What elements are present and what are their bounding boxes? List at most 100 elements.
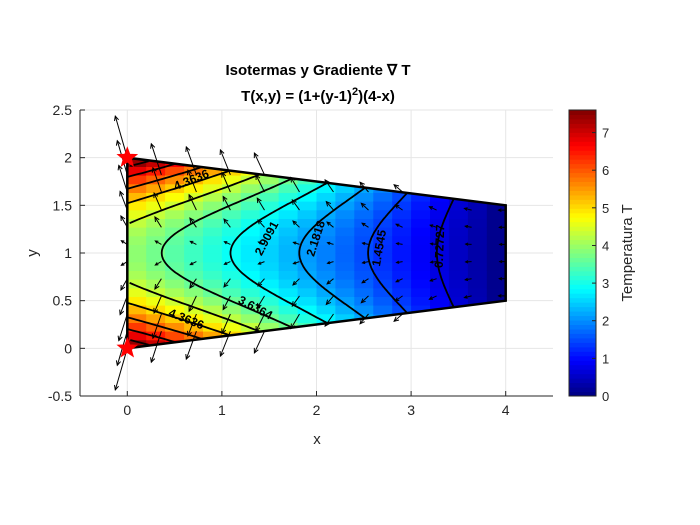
gradient-arrow-shaft [291,199,300,211]
field-cell [297,183,318,193]
gradient-arrow-head [360,202,366,208]
gradient-arrow-shaft [154,278,162,290]
colorbar-tick-label: 6 [602,163,609,178]
field-cell [467,253,488,263]
gradient-arrow-shaft [114,115,128,158]
field-cell [430,287,450,297]
gradient-arrow-head [429,224,434,228]
field-cell [411,227,431,237]
field-cell [203,261,223,271]
field-cell [448,227,469,237]
gradient-arrow-shaft [325,295,334,305]
field-cell [240,227,261,237]
gradient-arrow-shaft [223,218,231,228]
colorbar-swatch [569,145,596,151]
field-cell [203,166,223,176]
field-cell [184,166,204,176]
field-cell [354,296,374,306]
field-cell [127,244,147,254]
gradient-arrow-head [189,240,194,245]
field-cell [297,287,318,297]
gradient-arrow-shaft [464,295,472,299]
field-cell [335,296,355,306]
field-cell [354,287,374,297]
field-cell [411,201,431,211]
field-cell [203,235,223,245]
field-cell [184,244,204,254]
field-cell [297,201,318,211]
gradient-arrow-head [257,281,263,287]
gradient-arrow-head [257,261,262,265]
y-tick-label: 1.5 [53,197,73,213]
gradient-arrow-head [360,298,366,304]
field-cell [165,192,185,202]
field-cell [278,253,299,263]
field-cell [221,183,242,193]
gradient-arrow-shaft [326,278,334,285]
colorbar-swatch [569,306,596,312]
gradient-arrow-head [463,295,468,299]
colorbar-swatch [569,302,596,308]
isotherm-line [127,302,230,337]
field-cell [430,296,450,306]
field-cell [184,305,204,315]
field-cell [448,235,469,245]
field-cell [221,235,242,245]
gradient-arrow-head [359,318,365,325]
gradient-arrow-shaft [118,165,128,193]
axes: 0 1 2 3 4 -0.5 0 0.5 1 1.5 2 2.5 [48,102,553,418]
field-cell [203,322,223,332]
field-cell [297,253,318,263]
gradient-arrow-head [189,282,195,289]
gradient-arrow-shaft [189,278,197,289]
field-cell [259,175,280,185]
gradient-arrow-shaft [291,295,300,307]
colorbar-swatch [569,123,596,129]
field-cell [203,201,223,211]
y-tick-label: -0.5 [48,388,72,404]
field-cell [392,192,412,202]
colorbar-swatch [569,373,596,379]
field-cell [165,235,185,245]
field-cell [392,209,412,219]
field-cell [448,270,469,280]
field-cell [278,201,299,211]
field-cell [184,175,204,185]
colorbar-swatch [569,217,596,223]
field-cell [240,287,261,297]
field-cell [316,313,336,323]
field-cell [448,218,469,228]
colorbar-swatch [569,226,596,232]
field-cell [221,279,242,289]
field-cell [411,305,431,315]
field-cell [127,339,147,349]
field-cell [373,261,393,271]
field-cell [411,192,431,202]
field-cell [184,183,204,193]
colorbar-swatch [569,328,596,334]
gradient-arrow-shaft [253,330,265,354]
field-cell [335,313,355,323]
field-cell [184,270,204,280]
gradient-arrow-shaft [153,295,162,314]
field-cell [259,279,280,289]
field-cell [486,235,506,245]
isotherm-line [129,173,261,225]
field-cell [203,227,223,237]
field-cell [335,209,355,219]
field-cell [146,322,166,332]
field-cell [392,296,412,306]
colorbar-swatch [569,172,596,178]
gradient-arrow-shaft [222,295,231,310]
gradient-arrow-head [187,330,192,337]
field-cell [448,244,469,254]
gradient-arrow-head [292,280,297,286]
field-cell [240,270,261,280]
colorbar-tick-label: 4 [602,239,609,254]
field-cell [430,253,450,263]
field-cell [373,305,393,315]
gradient-arrow-head [223,282,229,288]
colorbar-swatch [569,378,596,384]
gradient-arrow-shaft [150,331,162,363]
colorbar-swatch [569,360,596,366]
